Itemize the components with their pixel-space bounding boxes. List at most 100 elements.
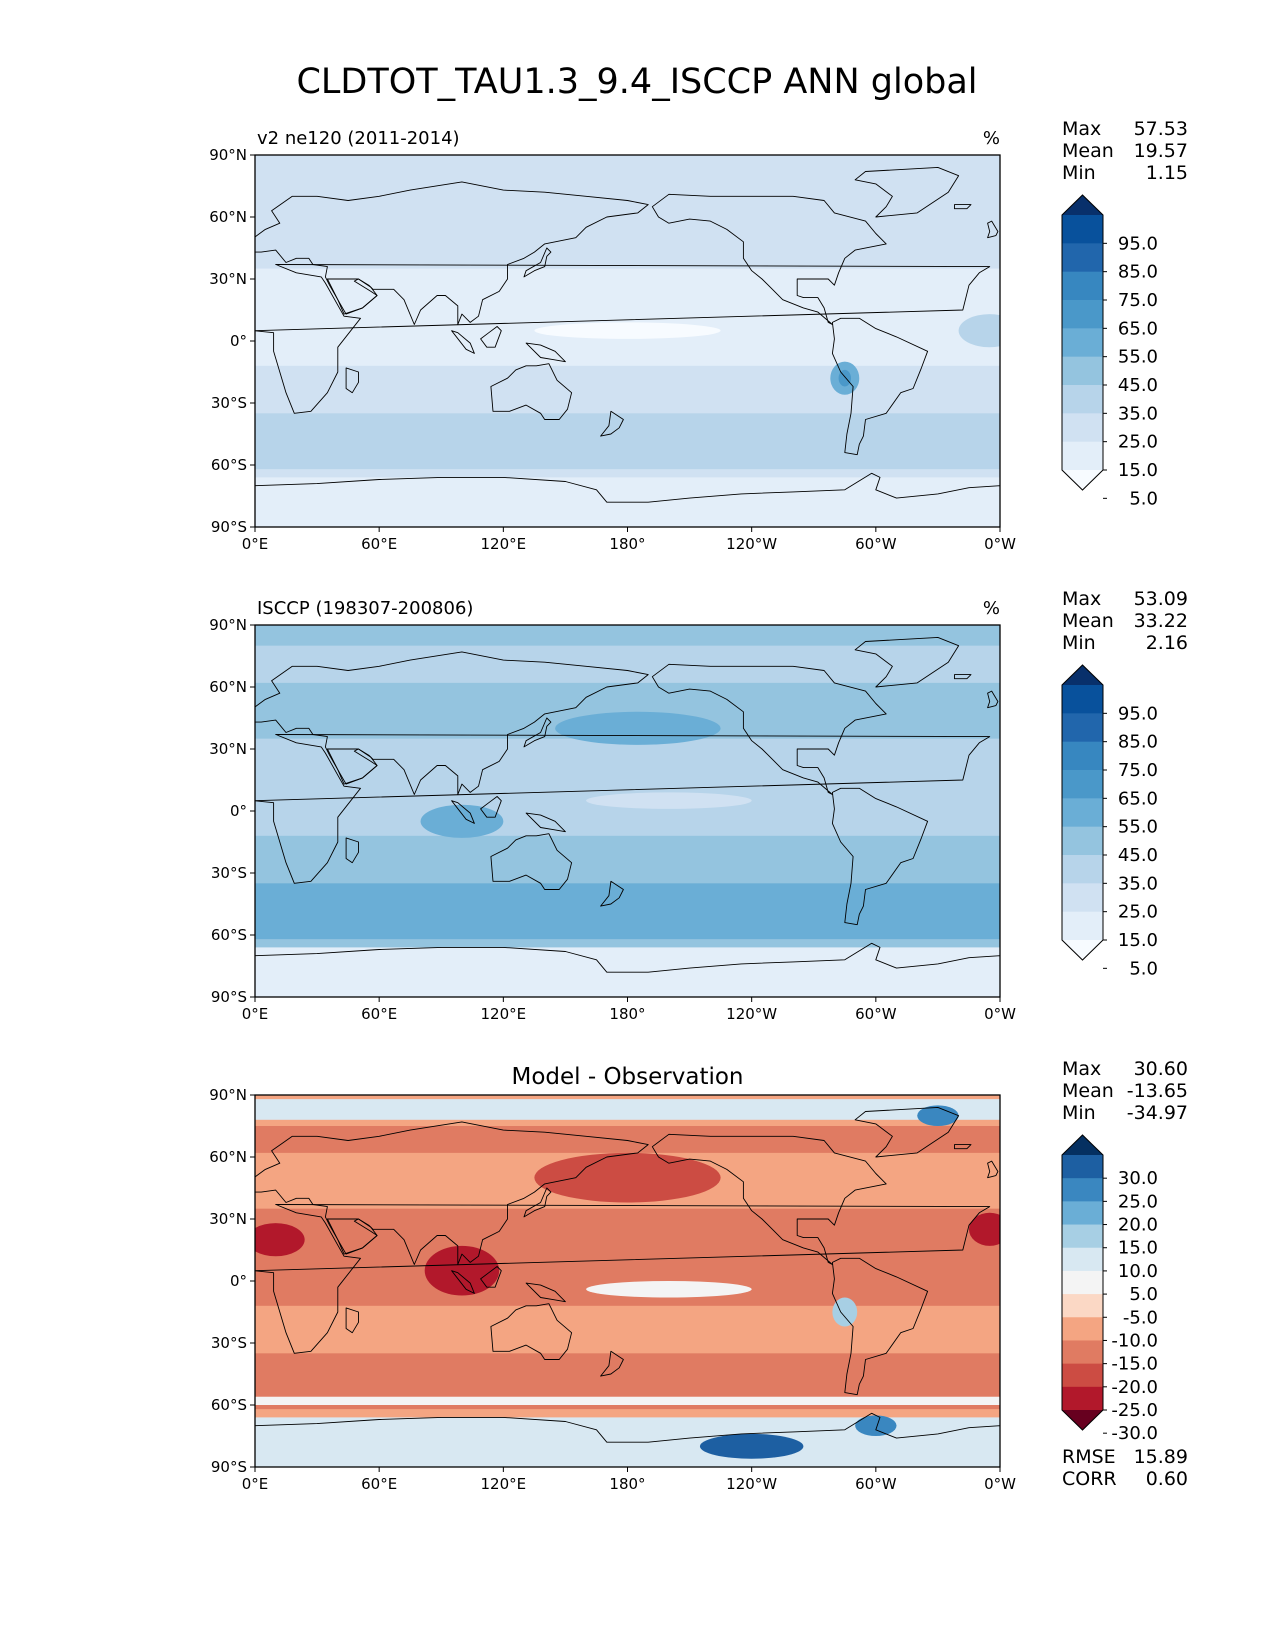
coastline-newguinea: [525, 342, 566, 363]
north-pacific-deficit: [534, 1152, 721, 1203]
colorbar-tick-label: 35.0: [1118, 873, 1158, 894]
colorbar-segment: [1062, 685, 1103, 714]
coastline-uk: [987, 690, 999, 709]
colorbar-tick-label: 55.0: [1118, 817, 1158, 838]
lat-tick-label: 90°S: [211, 988, 247, 1006]
lon-tick-label: 120°W: [726, 1475, 777, 1493]
figure-title: CLDTOT_TAU1.3_9.4_ISCCP ANN global: [296, 62, 977, 102]
central-pacific-minimum: [534, 322, 721, 339]
colorbar-tick-label: -20.0: [1111, 1377, 1158, 1398]
colorbar-tick-label: 75.0: [1118, 290, 1158, 311]
high-latitude-band: [255, 1126, 1000, 1153]
stat-label-min: Min: [1062, 632, 1096, 654]
north-pacific-maximum: [555, 711, 721, 745]
coastline-australia: [490, 1303, 573, 1360]
coastline-nz: [600, 880, 624, 907]
colorbar-tick-label: 15.0: [1118, 930, 1158, 951]
coastline-greenland: [854, 166, 960, 218]
lat-tick-label: 90°N: [209, 616, 247, 634]
coastline-greenland: [854, 1106, 960, 1158]
colorbar-tick-label: 35.0: [1118, 403, 1158, 424]
colorbar-tick-label: 15.0: [1118, 1238, 1158, 1259]
field-test: [255, 155, 1000, 527]
colorbar-tick-label: -10.0: [1111, 1330, 1158, 1351]
panel-left-title: ISCCP (198307-200806): [257, 598, 473, 619]
lat-tick-label: 60°S: [211, 456, 247, 474]
coastline-namerica: [651, 1133, 887, 1265]
lat-tick-label: 60°N: [209, 208, 247, 226]
lat-tick-label: 60°S: [211, 1396, 247, 1414]
coastline-eurasia: [255, 181, 649, 325]
colorbar-tick-label: -15.0: [1111, 1354, 1158, 1375]
maritime-continent-feature: [420, 804, 504, 838]
colorbar-tick-label: 95.0: [1118, 233, 1158, 254]
colorbar-test: 95.0 85.0 75.0 65.0 55.0 45.0 35.0 25.0 15.0 5.0: [1061, 194, 1158, 509]
colorbar-segment: [1062, 1294, 1103, 1318]
colorbar-tick-label: 20.0: [1118, 1215, 1158, 1236]
coastline-sumatra: [451, 1270, 475, 1294]
coastline-sumatra: [451, 800, 475, 824]
southern-ocean-band: [255, 883, 1000, 940]
lon-tick-label: 0°W: [984, 1005, 1016, 1023]
colorbar-segment: [1062, 1386, 1103, 1411]
colorbar-segment: [1062, 215, 1103, 244]
map-test: [255, 155, 1000, 527]
coastline-africa: [255, 264, 991, 414]
antarctic-positive: [699, 1433, 804, 1459]
lon-tick-label: 180°: [609, 1005, 645, 1023]
lat-tick-label: 0°: [230, 332, 247, 350]
lon-tick-label: 120°E: [481, 535, 527, 553]
atlantic-feature: [958, 314, 1000, 348]
peru-stratocumulus-core: [838, 369, 852, 387]
lat-tick-label: 60°S: [211, 926, 247, 944]
colorbar-tick-label: 5.0: [1129, 958, 1158, 979]
colorbar-segment: [1062, 356, 1103, 386]
stat-label-rmse: RMSE: [1062, 1446, 1116, 1468]
colorbar-tick-label: -30.0: [1111, 1423, 1158, 1444]
colorbar-tick-label: 25.0: [1118, 432, 1158, 453]
coastline-iceland: [954, 1144, 972, 1150]
stat-label-max: Max: [1062, 118, 1101, 140]
coastline-samerica: [831, 1257, 929, 1396]
lon-tick-label: 0°E: [242, 535, 269, 553]
coastline-japan: [523, 717, 552, 748]
colorbar-tick-label: 85.0: [1118, 732, 1158, 753]
colorbar-segment: [1062, 328, 1103, 358]
coastline-arabia_fill: [326, 1218, 378, 1255]
colorbar-segment: [1062, 1340, 1103, 1365]
colorbar-segment: [1062, 770, 1103, 799]
coastline-iceland: [954, 204, 972, 210]
coastline-africa: [255, 734, 991, 884]
stat-value-min: 1.15: [1146, 162, 1188, 184]
warm-pool-deficit: [424, 1245, 500, 1296]
colorbar-segment: [1062, 713, 1103, 743]
colorbar-tick-label: 55.0: [1118, 347, 1158, 368]
coastline-australia: [490, 833, 573, 890]
coastline-sumatra: [451, 330, 475, 354]
coastline-arabia_fill: [326, 278, 378, 315]
colorbar-segment: [1062, 911, 1103, 941]
lat-tick-label: 90°N: [209, 146, 247, 164]
map-diff: [255, 1095, 1000, 1467]
colorbar-segment: [1062, 385, 1103, 414]
coastline-newguinea: [525, 812, 566, 833]
colorbar-segment: [1062, 1201, 1103, 1226]
coastlines: [255, 1106, 1000, 1467]
colorbar-tick-label: 25.0: [1118, 1191, 1158, 1212]
coastline-madagascar: [345, 837, 359, 864]
lat-tick-label: 30°N: [209, 740, 247, 758]
lon-tick-label: 120°E: [481, 1005, 527, 1023]
stat-label-max: Max: [1062, 588, 1101, 610]
colorbar-segment: [1062, 798, 1103, 828]
lat-tick-label: 30°S: [211, 1334, 247, 1352]
colorbar-tick-label: 65.0: [1118, 788, 1158, 809]
stat-value-max: 30.60: [1134, 1058, 1188, 1080]
coastline-greenland: [854, 636, 960, 688]
stat-label-max: Max: [1062, 1058, 1101, 1080]
coastline-namerica: [651, 193, 887, 325]
stat-label-corr: CORR: [1062, 1468, 1117, 1490]
colorbar-tick-label: 25.0: [1118, 902, 1158, 923]
colorbar-segment: [1062, 1178, 1103, 1202]
coastline-eurasia: [255, 651, 649, 795]
stat-value-max: 57.53: [1134, 118, 1188, 140]
